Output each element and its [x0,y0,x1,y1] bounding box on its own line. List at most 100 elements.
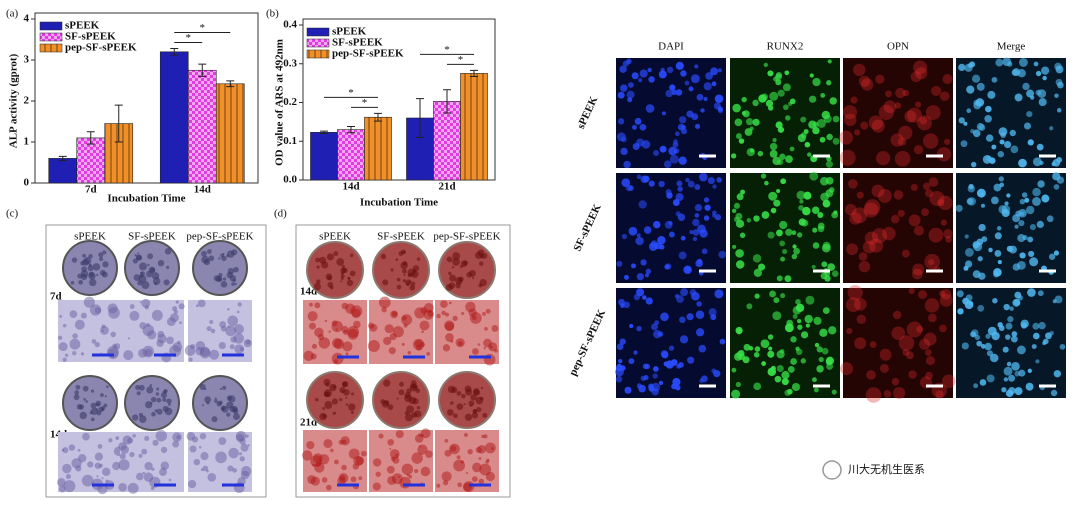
cell [785,115,791,121]
dish-image [62,375,118,431]
micro-texture [166,317,176,327]
micro-texture [427,310,434,317]
cell [820,176,829,186]
cell [826,362,834,370]
cell [703,96,708,102]
cell [773,76,778,82]
dish-texture [211,416,218,423]
dish-texture [146,386,154,394]
micro-texture [62,323,67,328]
cell [853,63,866,77]
cell [712,184,717,189]
cell [987,90,996,99]
legend-swatch [39,43,63,53]
cell [689,229,694,235]
dish-texture [234,282,237,286]
cell [906,321,923,338]
dish-texture [201,255,209,264]
cell [871,119,885,133]
micro-texture [331,320,338,327]
micro-texture [317,333,324,341]
cell [1023,122,1032,130]
micro-texture [228,447,239,459]
cell [672,141,679,148]
cell [699,172,708,182]
cell [832,137,840,145]
dish-texture [145,270,153,278]
cell [986,374,995,383]
cell [1003,303,1010,311]
micro-texture [436,313,441,319]
legend-label: SF-sPEEK [65,31,116,43]
cell [668,220,673,226]
cell [621,178,631,187]
cell [940,289,952,300]
cell [1028,250,1035,257]
micro-texture [321,477,328,483]
dish-texture [147,263,150,267]
cell [1007,61,1013,67]
cell [956,290,964,298]
dish-texture [90,402,97,409]
legend-swatch [306,27,330,37]
cell [675,131,680,137]
cell [660,67,665,72]
cell [1008,386,1016,395]
cell [773,199,781,207]
cell [1026,110,1033,118]
micro-texture [475,446,482,454]
panel-label: (d) [274,208,287,220]
cell [680,70,687,77]
cell [803,191,812,200]
dish-texture [218,272,223,278]
micro-texture [173,309,178,315]
micro-texture [139,301,142,304]
dish-texture [396,397,399,400]
micro-texture [215,451,227,464]
cell [989,353,999,363]
cell [892,310,902,320]
cell [994,250,1002,257]
x-axis-label: Incubation Time [107,193,185,205]
row-label: 7d [50,291,62,303]
cell [708,308,717,317]
dish-texture [460,260,468,268]
cell [761,93,769,101]
micro-texture [218,341,226,350]
cell [1032,197,1041,206]
cell [1010,145,1019,154]
micro-texture [483,434,488,439]
cell [718,250,727,259]
cell [968,183,974,190]
bar [460,73,488,181]
micro-texture [89,304,102,316]
cell [925,349,932,356]
y-tick-label: 0 [24,177,30,189]
micro-texture [200,452,209,461]
cell [863,202,879,218]
micro-texture [189,445,197,453]
dish-texture [233,266,239,273]
dish-texture [70,280,75,285]
legend-swatch [306,38,330,48]
micro-texture [227,465,234,472]
dish-texture [446,256,453,263]
micro-texture [142,471,146,475]
cell [898,125,913,140]
bar [48,158,78,184]
cell [704,204,711,211]
micro-texture [378,433,384,439]
cell [660,312,669,322]
dish-texture [232,413,240,421]
cell [838,130,854,145]
cell [961,342,969,350]
x-tick-label: 21d [438,181,455,193]
watermark: 川大无机生医系 [848,462,925,476]
cell [1018,369,1026,377]
micro-texture [440,300,448,308]
micro-texture [388,347,396,355]
cell [754,346,761,352]
micro-texture [441,310,446,316]
micro-texture [358,476,363,481]
dish-texture [157,259,165,267]
